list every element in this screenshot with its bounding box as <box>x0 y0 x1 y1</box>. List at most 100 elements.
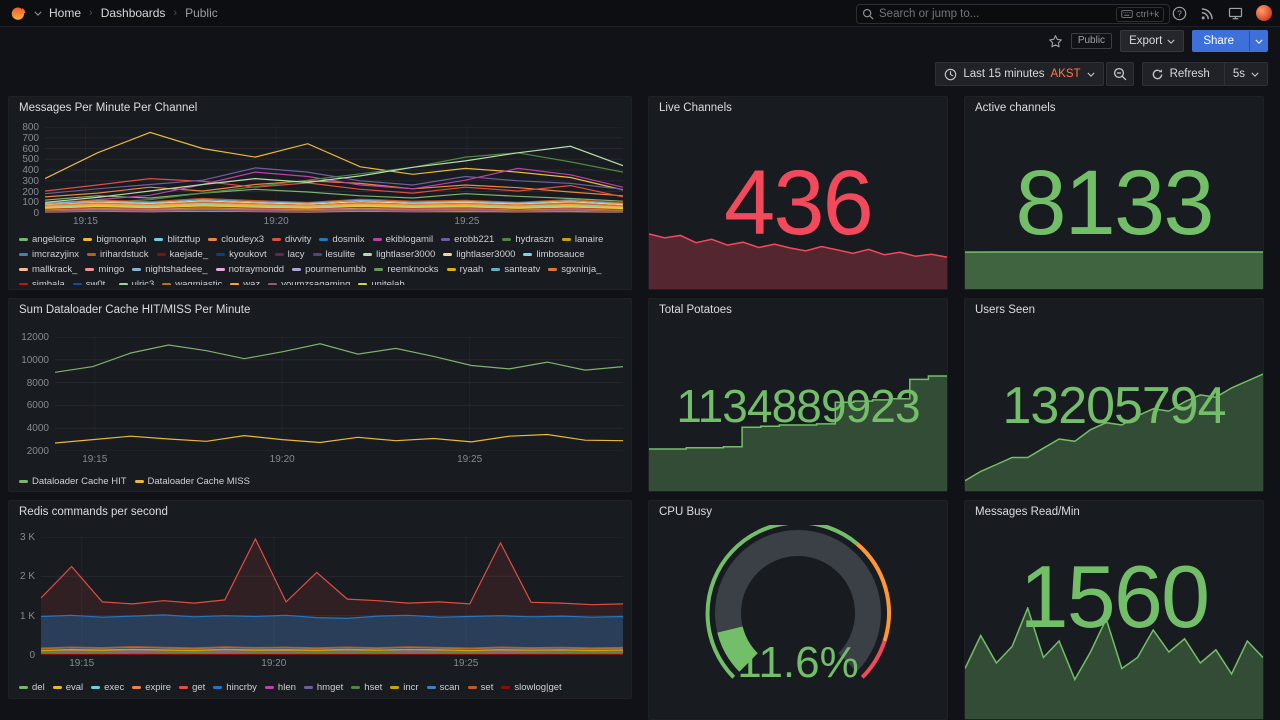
search-input[interactable] <box>879 8 1112 20</box>
panel-title[interactable]: Live Channels <box>659 102 732 114</box>
legend-item[interactable]: sgxninja_ <box>548 263 601 275</box>
series-color-marker <box>303 685 313 689</box>
legend-item[interactable]: bigmonraph <box>83 233 146 245</box>
legend-item[interactable]: cloudeyx3 <box>208 233 264 245</box>
legend-item[interactable]: set <box>467 681 493 693</box>
plot-area[interactable] <box>45 127 623 213</box>
legend-item[interactable]: lightlaser3000 <box>443 248 515 260</box>
legend-item[interactable]: waz <box>230 278 260 285</box>
legend-item[interactable]: limbosauce <box>523 248 584 260</box>
series-line <box>41 650 623 654</box>
legend-item[interactable]: nightshadeee_ <box>132 263 208 275</box>
series-name: incr <box>403 681 419 693</box>
legend-item[interactable]: santeatv <box>491 263 540 275</box>
panel-title[interactable]: Messages Read/Min <box>975 506 1080 518</box>
legend-item[interactable]: lightlaser3000 <box>363 248 435 260</box>
legend-item[interactable]: pourmenumbb <box>292 263 366 275</box>
legend-item[interactable]: notraymondd <box>215 263 284 275</box>
breadcrumb-current-page[interactable]: Public <box>185 6 218 20</box>
user-avatar[interactable] <box>1256 5 1272 21</box>
legend-item[interactable]: sw0t_ <box>72 278 111 285</box>
refresh-interval-picker[interactable]: 5s <box>1223 63 1267 85</box>
series-name: wagmiastic <box>175 278 223 286</box>
legend-item[interactable]: irihardstuck <box>86 248 149 260</box>
help-icon[interactable]: ? <box>1172 6 1187 21</box>
legend-item[interactable]: mingo <box>85 263 124 275</box>
chevron-down-icon <box>1254 39 1263 44</box>
y-axis-label: 0 <box>29 650 35 661</box>
panel-title[interactable]: Total Potatoes <box>659 304 732 316</box>
legend-item[interactable]: blitztfup <box>154 233 200 245</box>
legend-item[interactable]: imcrazyjinx <box>19 248 79 260</box>
y-axis-label: 8000 <box>26 377 49 389</box>
timeseries-plot[interactable]: 0 1 K 2 K 3 K 19:15 19:20 19:25 <box>17 533 623 671</box>
legend-item[interactable]: youmzsagaming <box>268 278 350 285</box>
grafana-logo[interactable] <box>10 5 27 22</box>
breadcrumb-dashboards[interactable]: Dashboards <box>100 6 166 20</box>
panel-title[interactable]: Redis commands per second <box>19 506 168 518</box>
legend-item[interactable]: kyoukovt <box>216 248 267 260</box>
breadcrumb-home[interactable]: Home <box>49 6 82 20</box>
legend-item[interactable]: Dataloader Cache HIT <box>19 475 127 487</box>
legend-item[interactable]: ryaah <box>446 263 483 275</box>
legend-item[interactable]: angelcirce <box>19 233 75 245</box>
legend-item[interactable]: Dataloader Cache MISS <box>134 475 250 487</box>
legend-item[interactable]: hset <box>351 681 382 693</box>
legend-item[interactable]: hlen <box>264 681 296 693</box>
legend-item[interactable]: hydraszn <box>502 233 554 245</box>
legend-item[interactable]: hmget <box>303 681 343 693</box>
legend-item[interactable]: simbala <box>19 278 65 285</box>
legend-item[interactable]: erobb221 <box>441 233 494 245</box>
gauge-canvas: 11.6% <box>705 525 891 687</box>
legend-item[interactable]: divvity <box>272 233 311 245</box>
series-line <box>45 203 623 209</box>
timeseries-plot[interactable]: 0 100 200 300 400 500 600 700 800 19:15 19:20 19:25 <box>17 123 623 229</box>
refresh-button[interactable]: Refresh <box>1143 63 1218 85</box>
series-color-marker <box>358 282 368 285</box>
legend-item[interactable]: dosmilx <box>319 233 365 245</box>
legend-item[interactable]: exec <box>91 681 124 693</box>
panel-title[interactable]: Active channels <box>975 102 1056 114</box>
legend-item[interactable]: incr <box>390 681 419 693</box>
share-menu-caret[interactable] <box>1249 31 1267 51</box>
legend-item[interactable]: hincrby <box>213 681 257 693</box>
timeseries-plot[interactable]: 2000 4000 6000 8000 10000 12000 19:15 19:20 19:2… <box>17 333 623 467</box>
plot-area[interactable] <box>55 337 623 451</box>
legend-item[interactable]: expire <box>132 681 171 693</box>
legend-item[interactable]: reemknocks <box>374 263 439 275</box>
panel-title[interactable]: Sum Dataloader Cache HIT/MISS Per Minute <box>19 304 251 316</box>
breadcrumb-separator: › <box>89 7 93 19</box>
legend-item[interactable]: ekiblogamil <box>372 233 433 245</box>
search-bar[interactable]: ctrl+k <box>856 4 1170 24</box>
export-button[interactable]: Export <box>1120 30 1185 52</box>
monitor-icon[interactable] <box>1228 6 1243 21</box>
legend-item[interactable]: ulric3 <box>118 278 154 285</box>
legend-item[interactable]: mallkrack_ <box>19 263 77 275</box>
legend-item[interactable]: wagmiastic <box>162 278 222 285</box>
legend-item[interactable]: unitelab <box>358 278 405 285</box>
legend-item[interactable]: eval <box>52 681 83 693</box>
legend-item[interactable]: slowlog|get <box>501 681 562 693</box>
panel-title[interactable]: Messages Per Minute Per Channel <box>19 102 198 114</box>
series-line <box>45 180 623 198</box>
legend-item[interactable]: scan <box>426 681 460 693</box>
plot-area[interactable] <box>41 537 623 655</box>
star-icon[interactable] <box>1048 34 1063 49</box>
panel-redis-commands: Redis commands per second 0 1 K 2 K 3 K 19:1… <box>8 500 632 699</box>
rss-icon[interactable] <box>1200 6 1215 21</box>
legend-item[interactable]: del <box>19 681 45 693</box>
panel-title[interactable]: Users Seen <box>975 304 1036 316</box>
legend-item[interactable]: kaejade_ <box>156 248 208 260</box>
chevron-down-icon[interactable] <box>34 11 42 16</box>
share-button[interactable]: Share <box>1192 30 1268 52</box>
series-name: Dataloader Cache HIT <box>32 475 127 487</box>
time-range-picker[interactable]: Last 15 minutes AKST <box>935 62 1104 86</box>
share-label[interactable]: Share <box>1203 35 1234 47</box>
legend-item[interactable]: lesulite <box>312 248 355 260</box>
legend-item[interactable]: lacy <box>274 248 305 260</box>
legend-item[interactable]: get <box>179 681 205 693</box>
panel-title[interactable]: CPU Busy <box>659 506 713 518</box>
series-name: kyoukovt <box>229 248 267 260</box>
zoom-out-button[interactable] <box>1105 62 1134 86</box>
legend-item[interactable]: lanaire <box>561 233 603 245</box>
